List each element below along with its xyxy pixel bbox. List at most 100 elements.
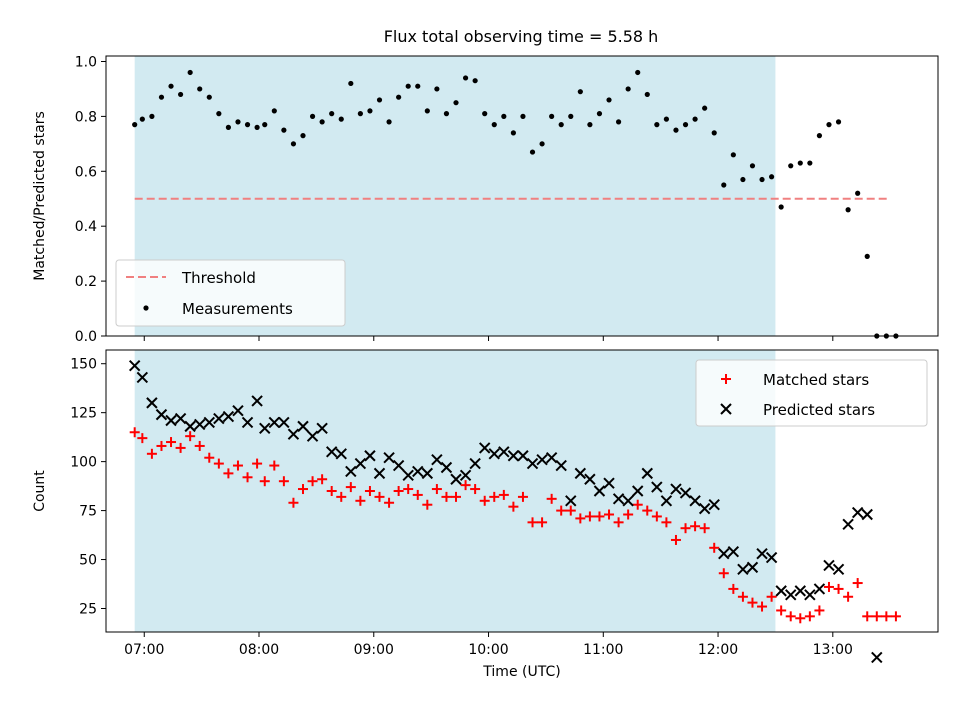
matched-star-marker — [278, 476, 289, 487]
matched-star-marker — [345, 482, 356, 493]
predicted-star-marker — [804, 589, 816, 601]
predicted-star-marker — [689, 495, 701, 507]
predicted-star-marker — [746, 561, 759, 574]
predicted-star-marker — [574, 467, 587, 480]
bottom-ylabel: Count — [32, 470, 48, 512]
matched-star-marker — [355, 495, 366, 506]
xlabel: Time (UTC) — [482, 664, 560, 680]
matched-star-marker — [336, 491, 347, 502]
measurement-point — [300, 133, 306, 139]
matched-star-marker — [508, 501, 519, 512]
predicted-star-marker — [383, 452, 395, 464]
matched-star-marker — [441, 491, 452, 502]
measurement-point — [845, 207, 851, 213]
predicted-star-marker — [612, 493, 625, 505]
measurement-point — [424, 108, 430, 114]
matched-star-marker — [546, 493, 557, 504]
xtick-label: 12:00 — [698, 642, 738, 658]
matched-star-marker — [252, 458, 263, 469]
predicted-star-marker — [526, 457, 539, 470]
predicted-star-marker — [469, 457, 481, 470]
measurement-point — [462, 75, 469, 81]
predicted-star-marker — [851, 506, 864, 519]
measurement-point — [549, 113, 555, 119]
measurement-point — [749, 163, 756, 169]
matched-star-marker — [403, 484, 414, 495]
matched-star-marker — [460, 480, 471, 491]
measurement-point — [132, 122, 138, 128]
predicted-star-marker — [364, 450, 376, 462]
predicted-star-marker — [459, 469, 472, 482]
legend-measurements-swatch — [143, 305, 149, 311]
matched-star-marker — [862, 611, 873, 622]
predicted-star-marker — [316, 422, 328, 435]
measurement-point — [396, 94, 402, 100]
measurement-point — [558, 122, 564, 128]
measurement-point — [740, 176, 746, 183]
predicted-star-marker — [813, 583, 826, 595]
matched-star-marker — [766, 591, 777, 602]
chart-title: Flux total observing time = 5.58 h — [384, 27, 659, 46]
xtick-label: 11:00 — [583, 642, 623, 658]
matched-star-marker — [185, 431, 196, 442]
legend-measurements-label: Measurements — [182, 300, 293, 318]
top-ytick-label: 0.4 — [75, 219, 97, 235]
measurement-point — [376, 97, 383, 103]
predicted-star-marker — [297, 420, 309, 433]
matched-star-marker — [613, 517, 624, 528]
measurement-point — [673, 127, 679, 133]
measurement-point — [197, 86, 203, 92]
matched-star-marker — [498, 489, 509, 500]
top-legend: Threshold Measurements — [115, 259, 346, 327]
predicted-star-marker — [507, 450, 520, 462]
predicted-star-marker — [488, 448, 500, 460]
measurement-point — [692, 116, 698, 122]
predicted-star-marker — [584, 473, 596, 485]
xtick-label: 07:00 — [124, 642, 164, 658]
matched-star-marker — [194, 440, 205, 451]
predicted-star-marker — [708, 499, 720, 511]
predicted-star-marker — [155, 408, 168, 421]
xtick-label: 08:00 — [239, 642, 279, 658]
predicted-star-marker — [278, 416, 290, 429]
predicted-star-marker — [737, 563, 749, 576]
measurement-point — [606, 97, 612, 103]
measurement-point — [769, 174, 775, 180]
measurement-point — [635, 69, 641, 76]
measurement-point — [663, 116, 670, 122]
matched-star-marker — [881, 611, 892, 622]
matched-star-marker — [823, 581, 834, 592]
predicted-star-marker — [765, 551, 778, 564]
measurement-point — [759, 176, 765, 183]
top-axes-frame — [105, 55, 939, 337]
predicted-star-marker — [431, 453, 443, 466]
predicted-star-marker — [128, 359, 141, 372]
measurement-point — [778, 204, 784, 210]
matched-star-marker — [527, 517, 538, 528]
matched-star-marker — [175, 442, 186, 453]
matched-star-marker — [575, 513, 586, 524]
top-ytick-label: 0.0 — [75, 329, 97, 345]
bottom-ytick-label: 125 — [70, 406, 97, 422]
measurement-point — [415, 83, 421, 89]
matched-star-marker — [709, 542, 720, 553]
matched-star-marker — [718, 568, 729, 579]
measurement-point — [206, 94, 212, 100]
measurement-point — [329, 111, 335, 117]
measurement-point — [615, 119, 622, 125]
measurement-point — [216, 111, 222, 117]
measurement-point — [367, 108, 373, 114]
predicted-star-marker — [842, 518, 854, 530]
matched-star-marker — [871, 611, 882, 622]
predicted-star-marker — [727, 546, 740, 558]
measurement-point — [568, 113, 574, 119]
matched-star-marker — [604, 509, 615, 520]
predicted-star-marker — [756, 547, 768, 560]
measurement-point — [271, 108, 277, 114]
predicted-star-marker — [268, 416, 281, 429]
measurement-point — [386, 119, 392, 125]
measurement-point — [855, 190, 861, 196]
matched-star-marker — [728, 583, 739, 594]
predicted-star-marker — [555, 459, 567, 472]
matched-star-marker — [661, 517, 672, 528]
